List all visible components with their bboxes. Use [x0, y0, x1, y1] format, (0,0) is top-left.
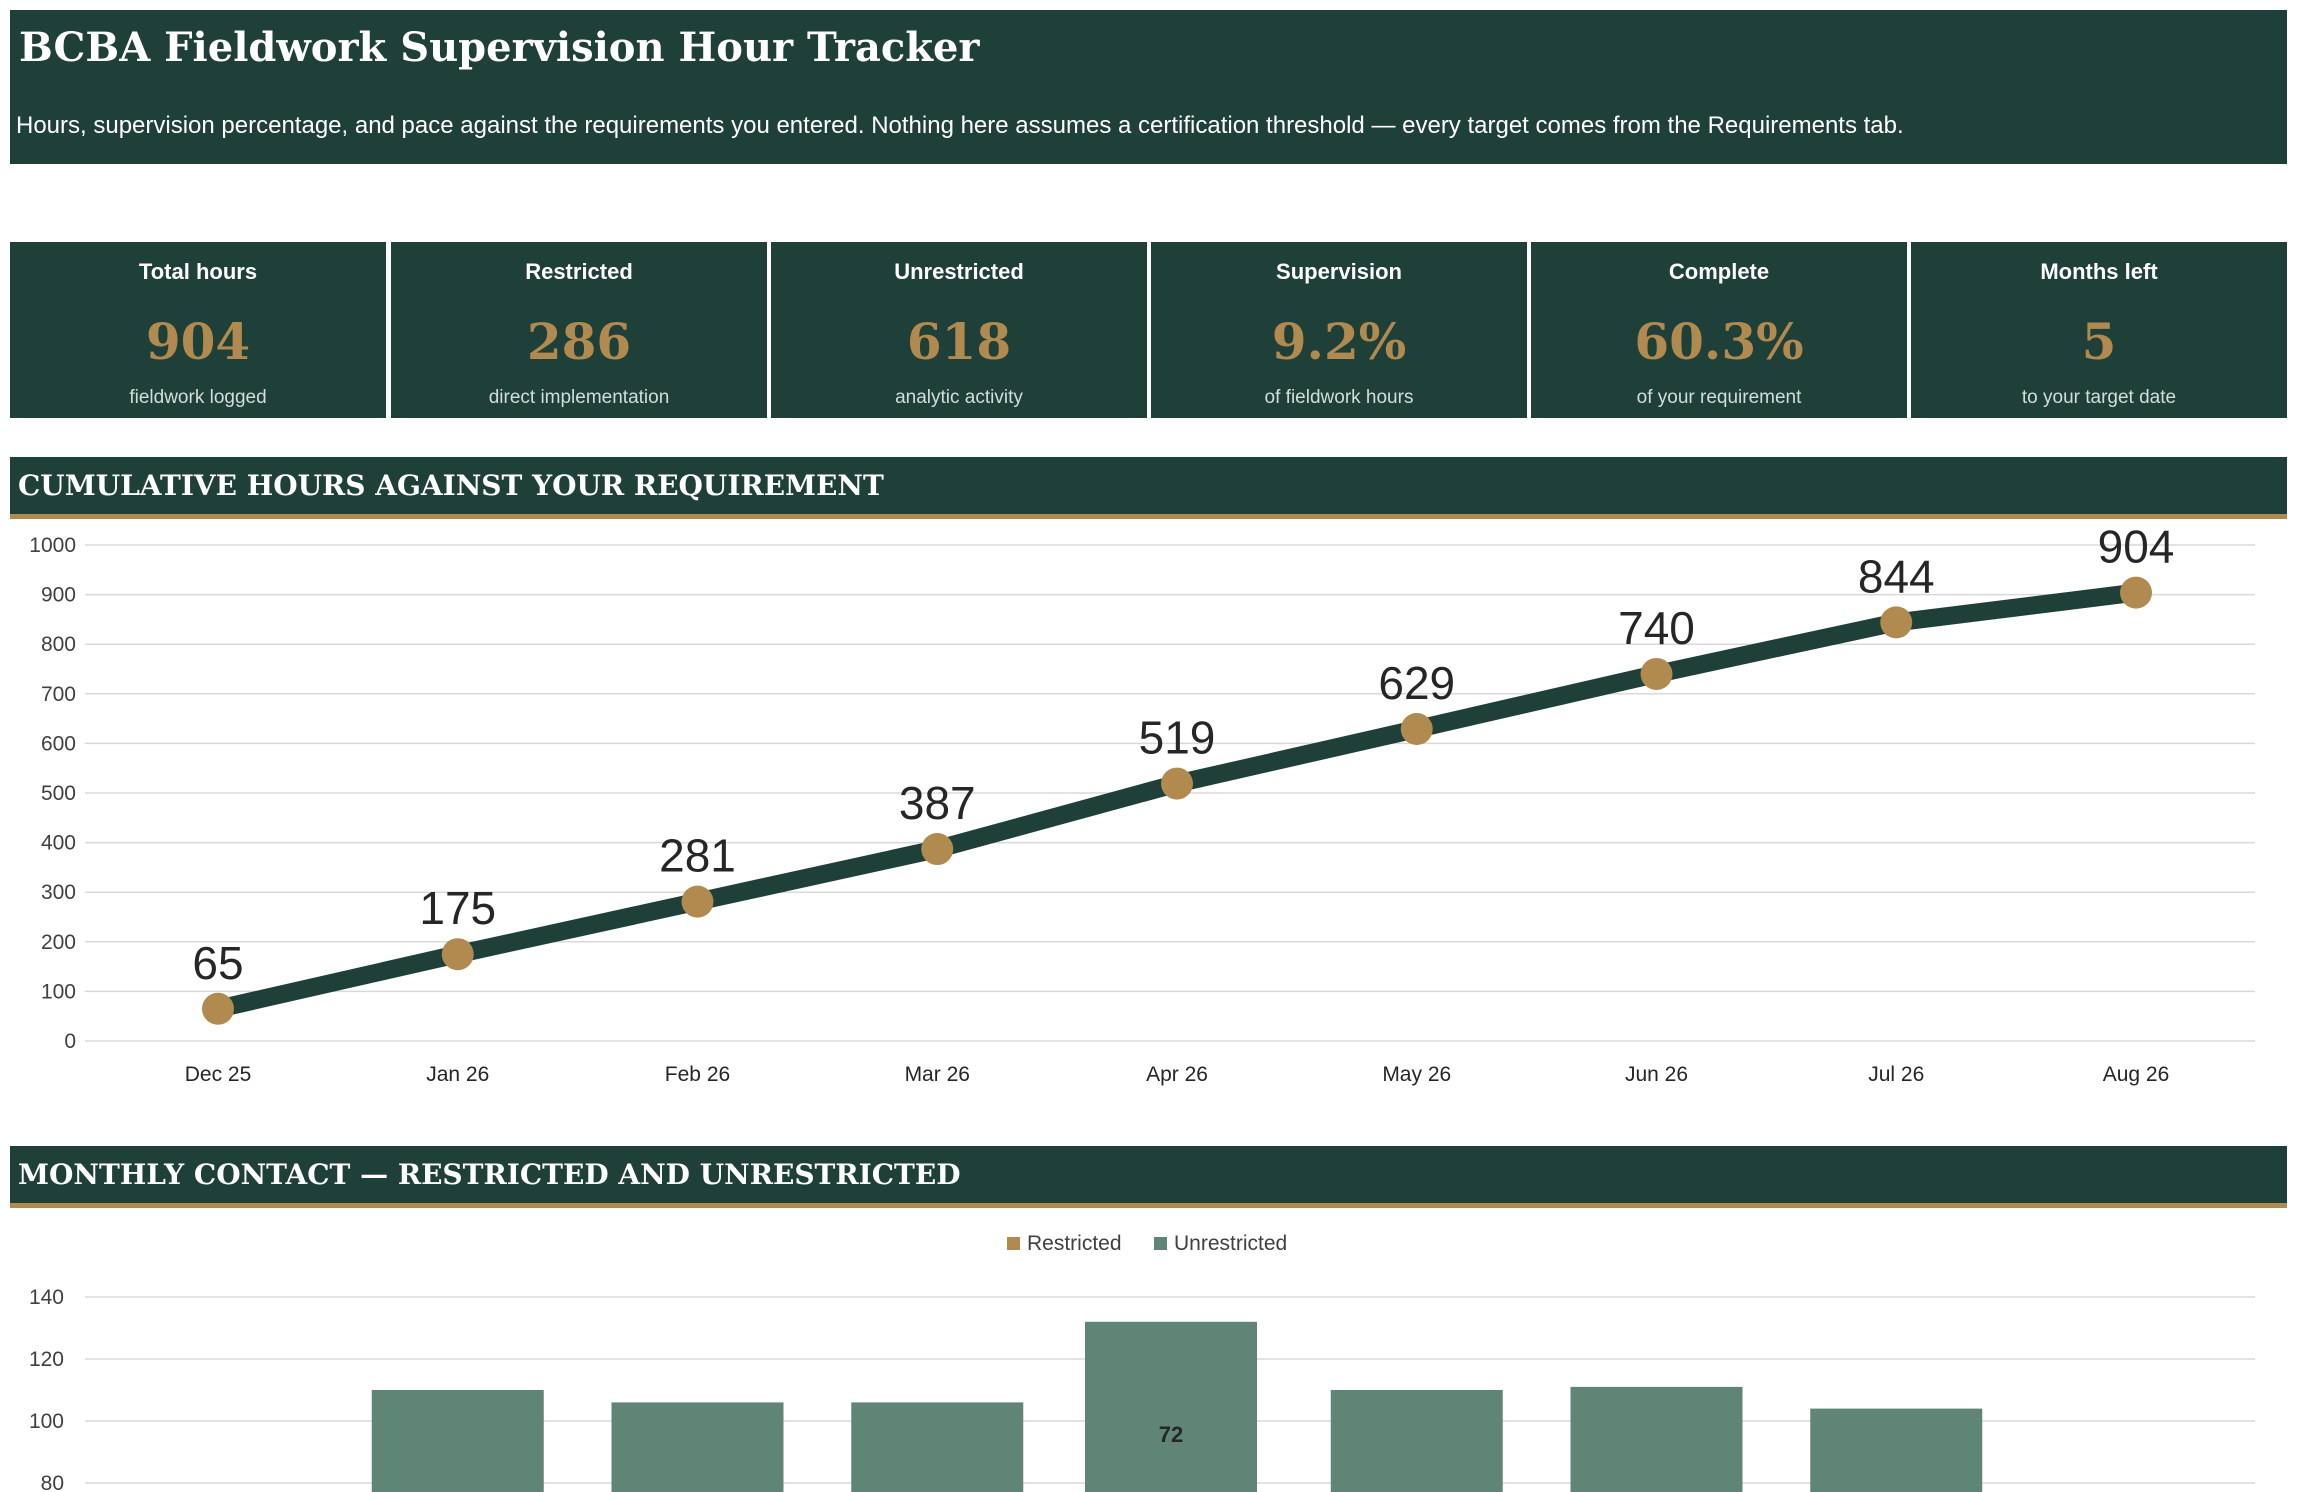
data-point — [441, 938, 474, 971]
y-tick-label: 100 — [29, 1410, 64, 1433]
kpi-value: 286 — [526, 312, 632, 371]
page-title: BCBA Fieldwork Supervision Hour Tracker — [19, 24, 980, 71]
x-tick-label: Aug 26 — [2103, 1063, 2170, 1086]
kpi-card-total-hours: Total hours 904 fieldwork logged — [10, 242, 386, 418]
monthly-contact-chart: Restricted Unrestricted 80 100 120 140 72 — [29, 1232, 2255, 1492]
data-point — [202, 992, 234, 1025]
y-tick-label: 400 — [41, 832, 76, 855]
kpi-value: 904 — [145, 312, 251, 371]
bar-data-label: 72 — [1159, 1422, 1183, 1447]
section-header-cumulative: CUMULATIVE HOURS AGAINST YOUR REQUIREMEN… — [10, 457, 2287, 519]
data-label: 629 — [1378, 657, 1455, 709]
kpi-note: analytic activity — [895, 387, 1023, 408]
kpi-value: 60.3% — [1634, 312, 1804, 371]
kpi-note: of your requirement — [1636, 387, 1802, 408]
data-point — [1161, 767, 1193, 800]
y-tick-label: 500 — [41, 782, 76, 805]
bar-unrestricted — [1330, 1390, 1503, 1492]
data-label: 175 — [419, 882, 496, 934]
data-point — [1640, 657, 1673, 690]
y-tick-label: 800 — [41, 633, 76, 656]
kpi-card-complete: Complete 60.3% of your requirement — [1531, 242, 1907, 418]
y-tick-label: 900 — [41, 584, 76, 607]
cumulative-hours-chart: 0 100 200 300 400 500 600 700 800 900 1000 Dec 25 Ja… — [29, 525, 2255, 1086]
section-title: CUMULATIVE HOURS AGAINST YOUR REQUIREMEN… — [18, 469, 884, 502]
data-label: 740 — [1618, 602, 1695, 654]
kpi-label: Complete — [1668, 259, 1770, 284]
kpi-value: 9.2% — [1271, 312, 1407, 371]
x-tick-label: Dec 25 — [185, 1063, 252, 1086]
y-tick-label: 140 — [29, 1286, 64, 1309]
bar-unrestricted — [851, 1402, 1024, 1492]
bar-unrestricted — [371, 1390, 544, 1492]
kpi-card-unrestricted: Unrestricted 618 analytic activity — [771, 242, 1147, 418]
kpi-label: Unrestricted — [894, 259, 1024, 284]
kpi-card-supervision: Supervision 9.2% of fieldwork hours — [1151, 242, 1527, 418]
legend-label: Unrestricted — [1174, 1232, 1287, 1255]
data-point — [2120, 576, 2152, 609]
data-label: 844 — [1858, 550, 1935, 602]
bar-unrestricted — [1810, 1408, 1983, 1492]
x-tick-label: Jun 26 — [1625, 1063, 1688, 1086]
bar-unrestricted — [611, 1402, 784, 1492]
kpi-value: 5 — [2081, 312, 2117, 371]
y-tick-label: 1000 — [29, 534, 76, 557]
data-label: 387 — [899, 777, 976, 829]
kpi-card-months-left: Months left 5 to your target date — [1911, 242, 2287, 418]
data-point — [1880, 606, 1913, 639]
section-header-monthly: MONTHLY CONTACT — RESTRICTED AND UNRESTR… — [10, 1146, 2287, 1208]
y-tick-label: 80 — [41, 1472, 64, 1492]
data-point — [681, 885, 714, 918]
kpi-row: Total hours 904 fieldwork logged Restric… — [10, 242, 2287, 418]
x-tick-label: Jul 26 — [1868, 1063, 1924, 1086]
kpi-label: Restricted — [525, 259, 633, 284]
data-label: 904 — [2098, 525, 2175, 573]
kpi-label: Months left — [2040, 259, 2158, 284]
x-tick-label: Jan 26 — [426, 1063, 489, 1086]
y-tick-label: 120 — [29, 1348, 64, 1371]
header-banner: BCBA Fieldwork Supervision Hour Tracker … — [10, 10, 2287, 164]
x-tick-label: Apr 26 — [1146, 1063, 1208, 1086]
kpi-label: Total hours — [138, 259, 258, 284]
kpi-card-restricted: Restricted 286 direct implementation — [391, 242, 767, 418]
y-tick-label: 100 — [41, 980, 76, 1003]
x-tick-label: Mar 26 — [905, 1063, 970, 1086]
series-line — [209, 583, 2145, 1018]
kpi-note: of fieldwork hours — [1264, 387, 1414, 408]
y-tick-label: 0 — [64, 1030, 76, 1053]
kpi-note: fieldwork logged — [129, 387, 267, 408]
data-label: 65 — [192, 937, 243, 989]
kpi-label: Supervision — [1276, 259, 1402, 284]
data-label: 281 — [659, 830, 736, 882]
legend-label: Restricted — [1027, 1232, 1122, 1255]
data-label: 519 — [1139, 712, 1216, 764]
kpi-note: direct implementation — [488, 387, 670, 408]
legend-swatch — [1154, 1237, 1167, 1250]
y-tick-label: 200 — [41, 931, 76, 954]
y-tick-label: 300 — [41, 881, 76, 904]
bar-unrestricted — [1570, 1386, 1743, 1492]
y-tick-label: 700 — [41, 683, 76, 706]
x-tick-label: May 26 — [1382, 1063, 1451, 1086]
bar-unrestricted — [1085, 1321, 1257, 1492]
section-title: MONTHLY CONTACT — RESTRICTED AND UNRESTR… — [18, 1158, 961, 1191]
kpi-note: to your target date — [2021, 387, 2177, 408]
data-point — [921, 833, 954, 866]
legend-swatch — [1007, 1237, 1020, 1250]
x-tick-label: Feb 26 — [665, 1063, 730, 1086]
kpi-value: 618 — [906, 312, 1012, 371]
y-tick-label: 600 — [41, 732, 76, 755]
data-point — [1400, 713, 1433, 746]
page-subtitle: Hours, supervision percentage, and pace … — [16, 112, 1904, 139]
